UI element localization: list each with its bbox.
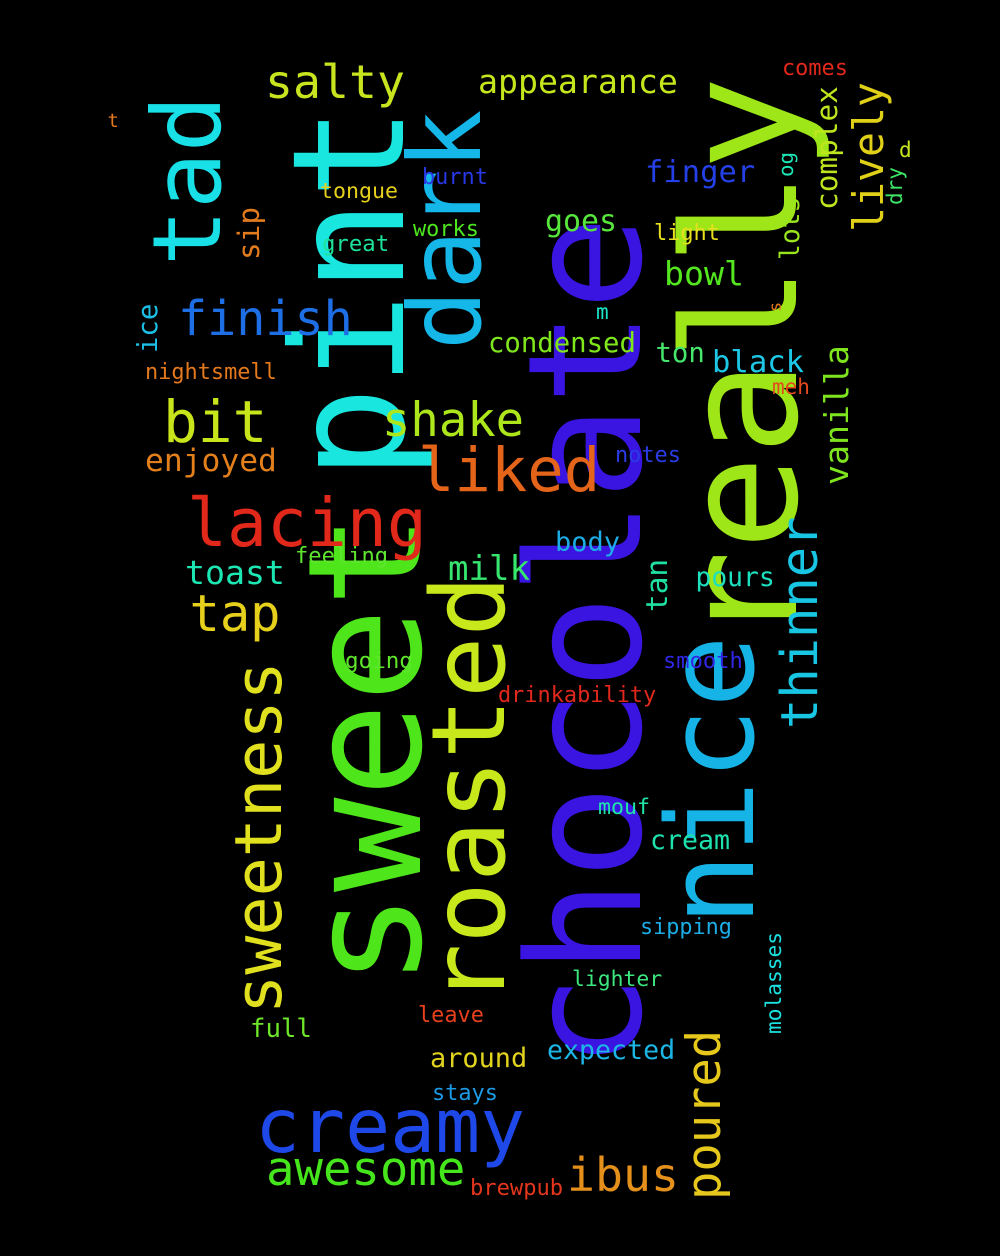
word-finger: finger [645, 154, 756, 190]
word-lacing: lacing [187, 483, 427, 562]
word-complex: complex [809, 85, 844, 210]
word-salty: salty [265, 55, 405, 109]
word-bowl: bowl [664, 253, 744, 293]
word-goes: goes [545, 204, 617, 239]
word-sip: sip [231, 206, 266, 260]
word-shake: shake [382, 392, 525, 448]
word-tongue: tongue [320, 178, 399, 204]
word-molasses: molasses [760, 931, 786, 1034]
word-thinner: thinner [770, 516, 829, 729]
word-smooth: smooth [663, 648, 743, 674]
word-leave: leave [418, 1003, 484, 1028]
word-around: around [430, 1042, 528, 1074]
word-body: body [555, 526, 621, 558]
word-awesome: awesome [266, 1142, 466, 1197]
word-toast: toast [185, 552, 285, 592]
word-poured: poured [676, 1029, 732, 1200]
word-bit: bit [163, 387, 268, 456]
word-milk: milk [448, 549, 531, 589]
word-meh: meh [772, 374, 810, 399]
word-mouf: mouf [598, 795, 651, 820]
word-enjoyed: enjoyed [145, 442, 277, 479]
word-works: works [413, 217, 479, 242]
word-great: great [322, 231, 390, 257]
word-cream: cream [650, 824, 731, 856]
word-og: og [773, 151, 798, 177]
word-feeling: feeling [295, 543, 389, 569]
word-tad: tad [132, 94, 243, 266]
word-brewpub: brewpub [470, 1175, 564, 1201]
word-creamy: creamy [255, 1083, 526, 1170]
word-nice: nice [642, 634, 782, 926]
word-light: light [654, 221, 720, 246]
word-stays: stays [432, 1081, 498, 1106]
word-ibus: ibus [567, 1148, 679, 1202]
word-liked: liked [418, 435, 601, 506]
word-nightsmell: nightsmell [145, 360, 277, 385]
word-tap: tap [189, 584, 281, 643]
word-burnt: burnt [422, 164, 488, 190]
word-lots: lots [775, 196, 806, 260]
word-going: going [345, 647, 414, 674]
word-d: d [899, 137, 912, 162]
word-finish: finish [178, 291, 353, 347]
word-m: m [596, 299, 609, 324]
word-condensed: condensed [488, 327, 636, 359]
word-ice: ice [132, 303, 164, 353]
word-dry: dry [882, 167, 907, 205]
word-t: t [107, 109, 119, 132]
word-black: black [712, 344, 805, 380]
word-ton: ton [655, 337, 705, 369]
word-appearance: appearance [478, 61, 678, 101]
word-comes: comes [782, 56, 848, 81]
word-full: full [250, 1014, 312, 1044]
word-drinkability: drinkability [498, 683, 657, 708]
word-lively: lively [844, 82, 893, 232]
word-s: s [764, 301, 785, 312]
word-vanilla: vanilla [816, 345, 856, 485]
word-pours: pours [695, 562, 775, 593]
word-roasted: roasted [410, 575, 529, 1005]
word-notes: notes [615, 443, 681, 468]
word-expected: expected [547, 1034, 676, 1066]
word-sweetness: sweetness [221, 661, 297, 1014]
word-sipping: sipping [640, 915, 732, 940]
word-lighter: lighter [572, 966, 663, 992]
word-tan: tan [639, 558, 674, 612]
